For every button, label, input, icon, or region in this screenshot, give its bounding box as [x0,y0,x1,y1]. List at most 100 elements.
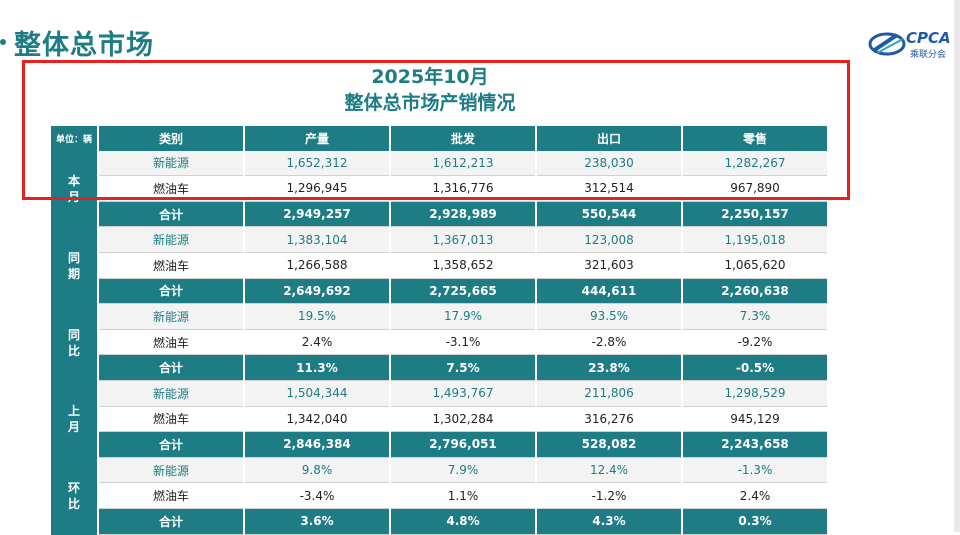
value-cell: 7.5% [391,355,535,381]
report-subtitle: 整体总市场产销情况 [344,92,516,114]
table-header-row: 单位：辆 类别 产量 批发 出口 零售 [51,126,827,151]
value-cell: 2,260,638 [683,278,827,305]
table-row: 上月 新能源 1,504,344 1,493,767 211,806 1,298,529 [51,380,827,458]
value-cell: 1,504,344 [245,380,389,407]
value-cell: -3.1% [391,329,535,356]
column-header: 批发 [391,126,535,151]
report-year-title: 2025年10月 [371,66,489,88]
value-cell: 11.3% [245,355,389,381]
group-label: 上月 [51,380,97,458]
value-cell: 2,796,051 [391,432,535,458]
group-label-text: 同期 [67,250,80,281]
value-cell: 2.4% [683,483,827,509]
value-cell: 1,383,104 [245,227,389,253]
value-cell: 444,611 [537,278,681,305]
category-cell: 合计 [99,508,243,535]
column-header: 出口 [537,126,681,151]
category-cell: 新能源 [99,380,243,407]
value-cell: 2,649,692 [245,278,389,305]
value-cell: 2,846,384 [245,432,389,458]
table-row: 同期 新能源 1,383,104 1,367,013 123,008 1,195,018 [51,227,827,305]
table-row: 同比 新能源 19.5% 17.9% 93.5% 7.3% [51,304,827,381]
value-cell: -9.2% [683,329,827,356]
category-cell: 燃油车 [99,329,243,356]
value-cell: -1.3% [683,457,827,484]
page-title: 整体总市场 [14,29,154,61]
table-row: 燃油车 1,342,040 1,302,284 316,276 945,129 [51,406,827,433]
value-cell: 12.4% [537,457,681,484]
value-cell: 316,276 [537,406,681,433]
value-cell: 123,008 [537,227,681,253]
category-cell: 合计 [99,278,243,305]
table-row: 合计 2,846,384 2,796,051 528,082 2,243,658 [51,432,827,458]
category-cell: 合计 [99,432,243,458]
column-header: 产量 [245,126,389,151]
group-label: 本月 [51,150,97,228]
group-label-text: 环比 [67,481,80,512]
table-row: 合计 2,949,257 2,928,989 550,544 2,250,157 [51,201,827,228]
value-cell: 4.8% [391,508,535,535]
value-cell: 1,282,267 [683,150,827,177]
category-cell: 新能源 [99,457,243,484]
value-cell: 2.4% [245,329,389,356]
value-cell: 2,725,665 [391,278,535,305]
value-cell: 1,296,945 [245,176,389,202]
value-cell: 1,342,040 [245,406,389,433]
group-label-text: 本月 [67,173,80,204]
value-cell: -1.2% [537,483,681,509]
value-cell: -3.4% [245,483,389,509]
category-cell: 燃油车 [99,176,243,202]
column-header: 零售 [683,126,827,151]
value-cell: 1,065,620 [683,252,827,279]
value-cell: 238,030 [537,150,681,177]
table-row: 合计 3.6% 4.8% 4.3% 0.3% [51,508,827,535]
table-row: 燃油车 -3.4% 1.1% -1.2% 2.4% [51,483,827,509]
group-label-text: 同比 [67,327,80,358]
bullet-icon [0,39,6,45]
value-cell: 9.8% [245,457,389,484]
category-cell: 新能源 [99,304,243,330]
logo-subtext: 乘联分会 [910,50,947,60]
group-label: 同期 [51,227,97,305]
value-cell: -2.8% [537,329,681,356]
table-row: 燃油车 2.4% -3.1% -2.8% -9.2% [51,329,827,356]
value-cell: 1,612,213 [391,150,535,177]
value-cell: 2,250,157 [683,201,827,228]
value-cell: 1,316,776 [391,176,535,202]
logo-text: CPCA [906,29,951,47]
value-cell: 211,806 [537,380,681,407]
value-cell: 2,243,658 [683,432,827,458]
value-cell: 312,514 [537,176,681,202]
table-row: 本月 新能源 1,652,312 1,612,213 238,030 1,282,267 [51,150,827,228]
category-cell: 合计 [99,355,243,381]
value-cell: 2,949,257 [245,201,389,228]
value-cell: 1,493,767 [391,380,535,407]
table-row: 环比 新能源 9.8% 7.9% 12.4% -1.3% [51,457,827,535]
value-cell: 321,603 [537,252,681,279]
value-cell: 1,652,312 [245,150,389,177]
value-cell: 550,544 [537,201,681,228]
value-cell: 19.5% [245,304,389,330]
header: 整体总市场 [0,22,154,62]
value-cell: 1,298,529 [683,380,827,407]
category-cell: 合计 [99,201,243,228]
table-row: 合计 11.3% 7.5% 23.8% -0.5% [51,355,827,381]
table-row: 燃油车 1,296,945 1,316,776 312,514 967,890 [51,176,827,202]
value-cell: 17.9% [391,304,535,330]
category-cell: 新能源 [99,150,243,177]
unit-label: 单位：辆 [51,126,97,151]
value-cell: 3.6% [245,508,389,535]
value-cell: 1,195,018 [683,227,827,253]
slide-edge [954,0,960,532]
value-cell: 1,358,652 [391,252,535,279]
value-cell: 967,890 [683,176,827,202]
category-cell: 燃油车 [99,483,243,509]
category-cell: 新能源 [99,227,243,253]
value-cell: 0.3% [683,508,827,535]
value-cell: -0.5% [683,355,827,381]
table-row: 合计 2,649,692 2,725,665 444,611 2,260,638 [51,278,827,305]
value-cell: 945,129 [683,406,827,433]
value-cell: 93.5% [537,304,681,330]
value-cell: 23.8% [537,355,681,381]
cpca-logo-icon [868,32,906,56]
